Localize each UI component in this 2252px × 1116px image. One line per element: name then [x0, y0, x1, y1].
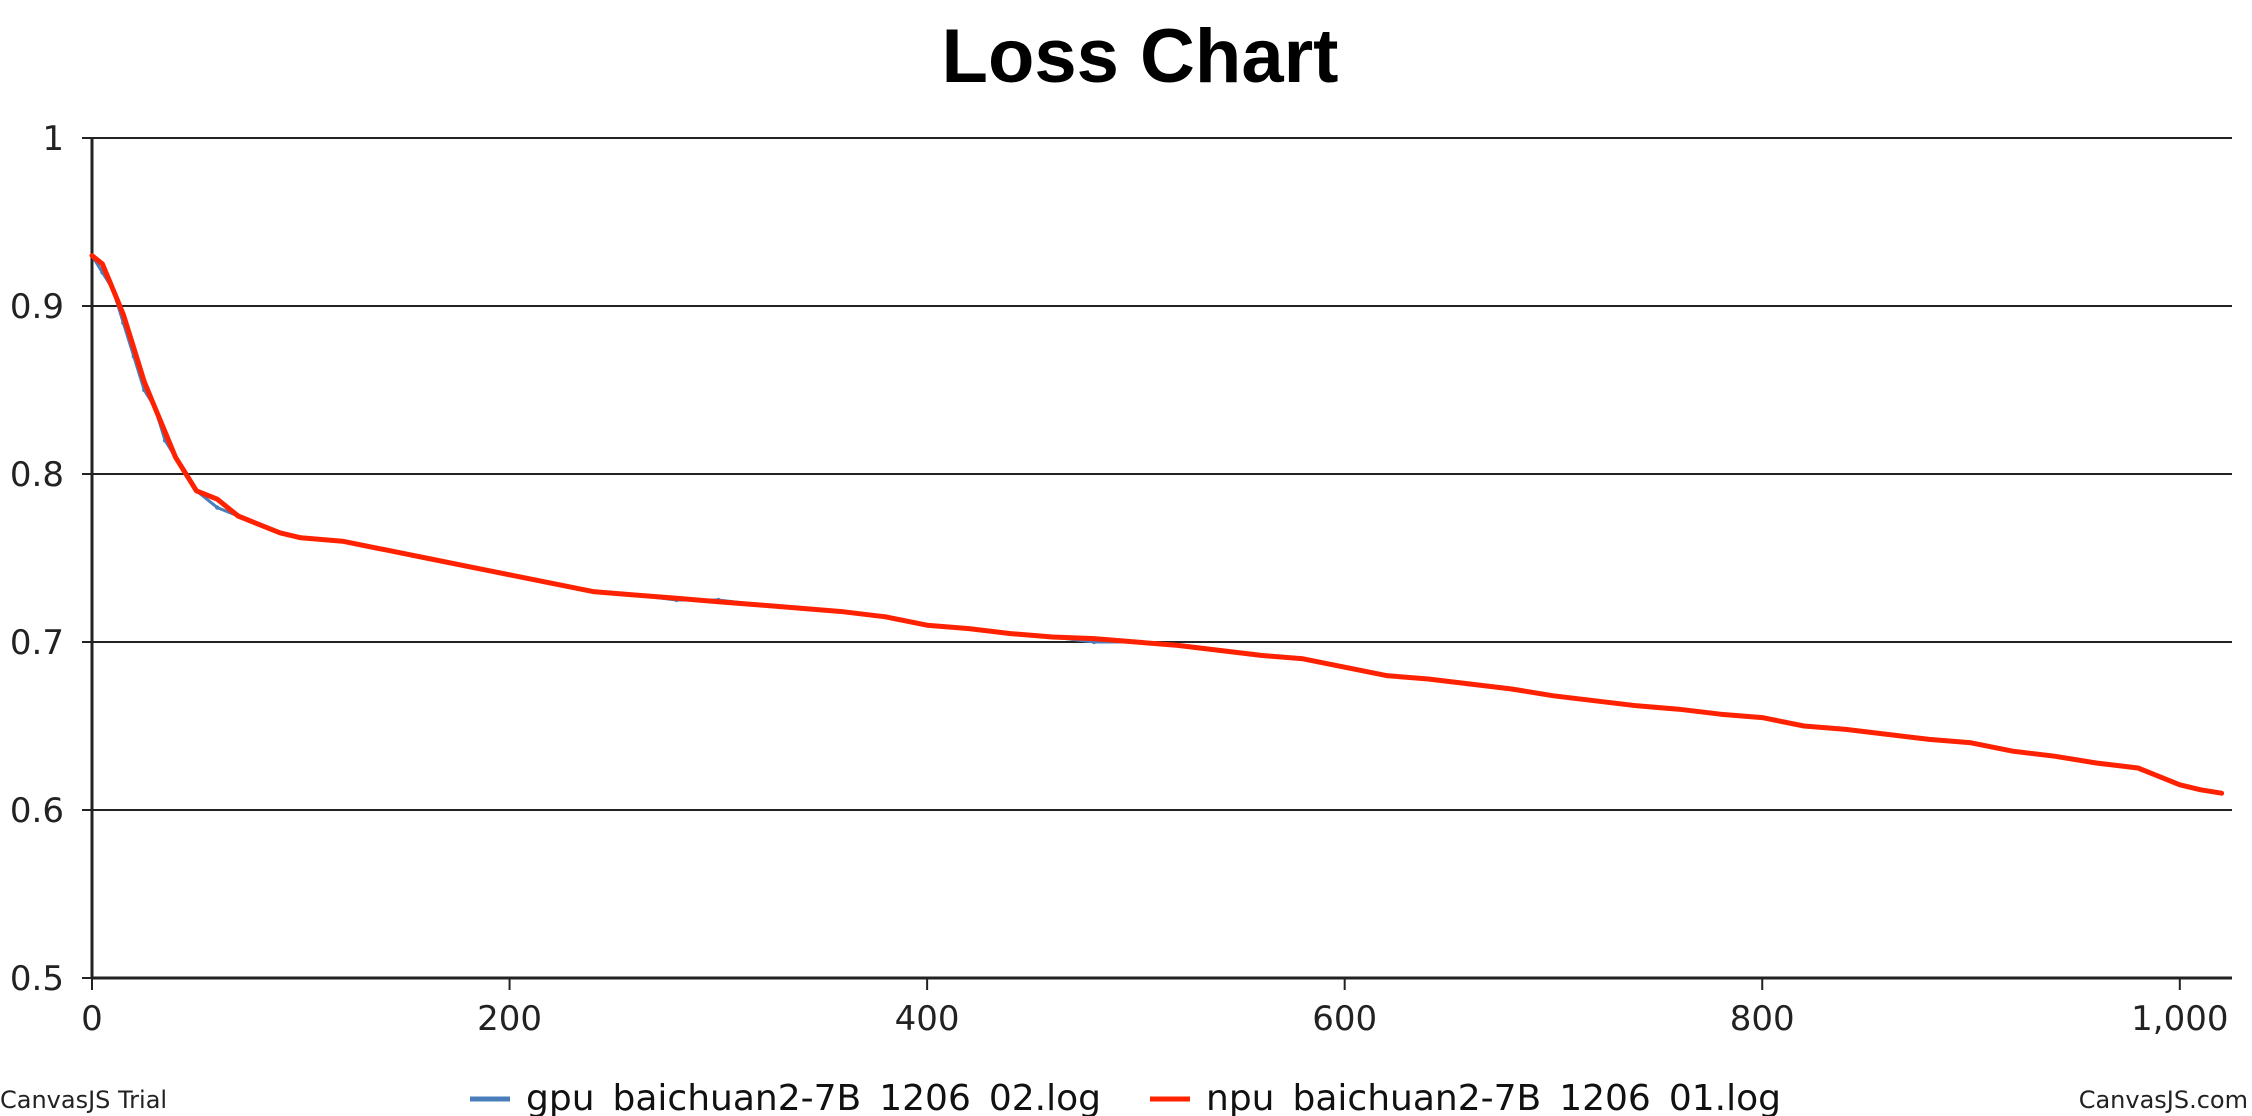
legend-label[interactable]: npu_baichuan2-7B_1206_01.log: [1206, 1078, 1781, 1116]
data-point: [1593, 698, 1598, 703]
data-point: [215, 505, 220, 510]
data-point: [2177, 782, 2182, 787]
data-point: [716, 599, 721, 604]
data-point: [1133, 639, 1139, 645]
data-point: [757, 602, 763, 608]
data-point: [2052, 754, 2057, 759]
data-point: [1300, 656, 1306, 661]
data-point: [131, 345, 136, 351]
data-point: [1384, 673, 1389, 678]
data-point: [110, 287, 116, 292]
data-point: [1008, 631, 1013, 636]
data-point: [1676, 707, 1681, 712]
data-point: [423, 555, 429, 561]
y-tick-label: 0.8: [10, 455, 64, 495]
data-point: [966, 626, 972, 631]
y-tick-label: 0.7: [10, 623, 64, 663]
data-point: [1091, 636, 1097, 641]
data-point: [1718, 712, 1723, 717]
data-point: [799, 606, 805, 611]
axes: 0.5 0.6 0.7 0.8 0.9 1 0 200 400 600 800 1,000: [10, 119, 2232, 1039]
series-line-1: [90, 254, 2224, 795]
data-point: [152, 404, 157, 409]
data-point: [298, 535, 303, 540]
data-point: [1634, 703, 1640, 708]
data-point: [1760, 715, 1765, 720]
data-point: [465, 564, 470, 569]
series-line-2: [89, 253, 2225, 796]
data-point: [549, 581, 554, 586]
y-tick-label: 0.5: [10, 959, 64, 999]
data-point: [2010, 749, 2016, 754]
x-tick-label: 800: [1730, 999, 1795, 1039]
x-tick-label: 1,000: [2131, 999, 2228, 1039]
data-point: [1551, 693, 1556, 698]
watermark-left: CanvasJS Trial: [0, 1086, 167, 1114]
data-point: [590, 589, 596, 594]
y-tick-label: 0.9: [10, 287, 64, 327]
x-tick-label: 400: [895, 999, 960, 1039]
data-point: [924, 623, 930, 628]
data-point: [89, 253, 95, 258]
legend-label[interactable]: gpu_baichuan2-7B_1206_02.log: [526, 1078, 1101, 1116]
y-tick-label: 1: [42, 119, 64, 159]
data-point: [1801, 723, 1807, 729]
data-point: [1968, 740, 1974, 745]
data-point: [1342, 665, 1347, 670]
data-point: [1175, 643, 1180, 648]
data-point: [1927, 737, 1932, 742]
data-point: [1426, 676, 1431, 682]
data-point: [340, 539, 345, 544]
x-tick-label: 200: [477, 999, 542, 1039]
data-point: [1885, 732, 1890, 737]
x-tick-label: 0: [81, 999, 103, 1039]
data-point: [883, 614, 888, 619]
data-point: [2135, 765, 2141, 771]
data-point: [2219, 791, 2224, 796]
data-point: [632, 592, 637, 598]
data-point: [2198, 787, 2203, 792]
data-point: [173, 455, 178, 460]
data-point: [183, 471, 189, 477]
data-point: [100, 261, 105, 267]
data-point: [674, 596, 679, 601]
data-point: [1467, 681, 1473, 687]
data-point: [1217, 648, 1222, 653]
data-point: [215, 497, 220, 502]
data-point: [142, 379, 147, 384]
y-tick-label: 0.6: [10, 791, 64, 831]
data-point: [277, 530, 283, 535]
data-point: [1509, 686, 1514, 692]
data-point: [162, 429, 168, 435]
data-point: [121, 312, 126, 317]
data-point: [194, 488, 199, 493]
data-point: [382, 547, 387, 552]
data-point: [841, 609, 846, 614]
data-point: [256, 522, 262, 527]
gridlines: [92, 137, 2232, 979]
watermark-right: CanvasJS.com: [2079, 1086, 2248, 1114]
data-point: [235, 513, 241, 519]
x-tick-label: 600: [1312, 999, 1377, 1039]
data-point: [507, 572, 512, 577]
chart-title: Loss Chart: [942, 14, 1339, 99]
data-point: [2094, 760, 2099, 766]
data-point: [1050, 634, 1055, 640]
plot-area: [89, 253, 2225, 796]
data-point: [1843, 727, 1849, 732]
legend: gpu_baichuan2-7B_1206_02.log npu_baichuan…: [470, 1078, 1781, 1116]
data-point: [1259, 653, 1264, 658]
